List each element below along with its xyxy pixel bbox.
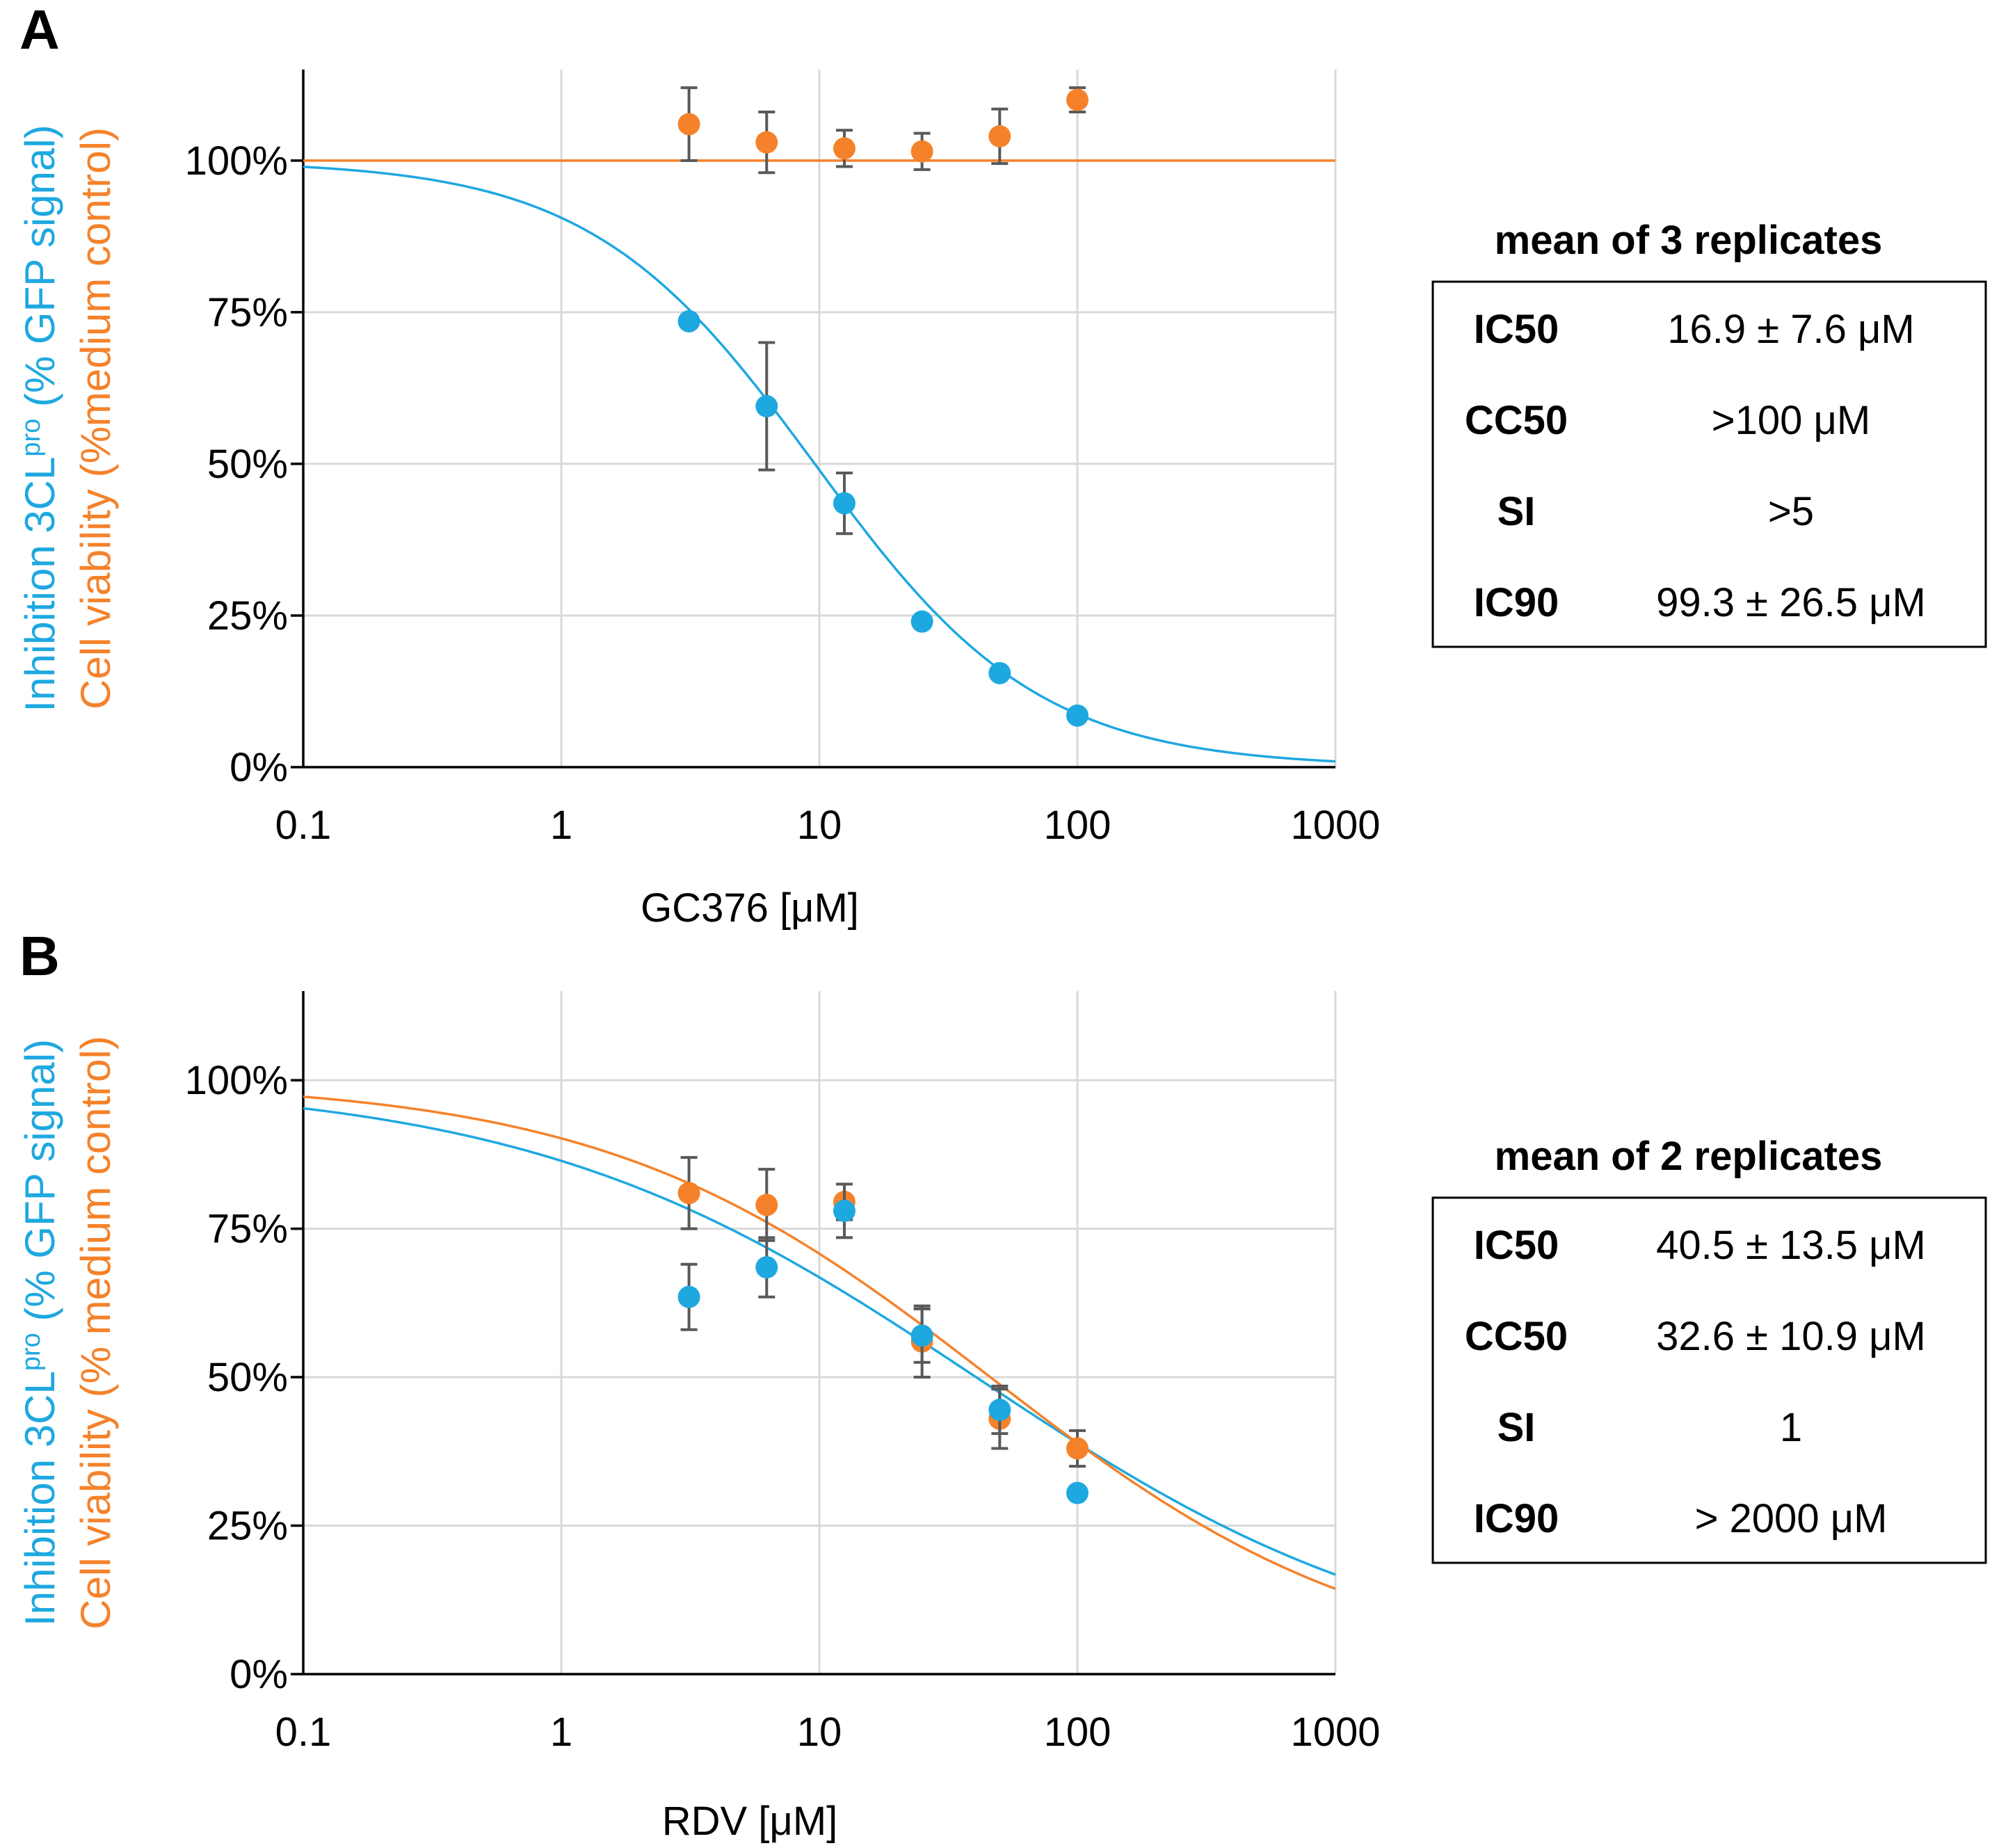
data-point-inhibition (833, 1199, 856, 1222)
stats-label: SI (1497, 1405, 1536, 1450)
panel-letter: A (19, 0, 60, 61)
x-tick-label: 0.1 (275, 803, 332, 848)
y-tick-label: 25% (207, 593, 288, 638)
data-point-viability (1066, 1437, 1089, 1460)
fit-curve-inhibition (303, 166, 1336, 763)
stats-label: IC90 (1474, 1496, 1559, 1541)
fit-curve-inhibition (303, 1107, 1336, 1576)
y-title-inhibition-sup: pro (17, 1333, 46, 1371)
data-point-inhibition (677, 1285, 700, 1308)
panel-letter: B (19, 925, 60, 987)
x-tick-label: 0.1 (275, 1710, 332, 1755)
x-tick-label: 1 (550, 1710, 572, 1755)
y-tick-label: 75% (207, 1207, 288, 1252)
stats-label: SI (1497, 489, 1536, 534)
x-tick-label: 1000 (1290, 1710, 1380, 1755)
stats-value: 40.5 ± 13.5 μM (1656, 1223, 1926, 1268)
y-tick-label: 50% (207, 1355, 288, 1400)
data-point-inhibition (988, 661, 1011, 684)
data-point-inhibition (988, 1399, 1011, 1422)
data-point-inhibition (677, 310, 700, 332)
x-tick-label: 100 (1044, 803, 1111, 848)
stats-heading: mean of 2 replicates (1495, 1134, 1883, 1179)
y-title-inhibition-main: Inhibition 3CL (17, 457, 63, 712)
y-axis-title-viability: Cell viability (% medium control) (72, 1036, 119, 1630)
stats-label: IC50 (1474, 1223, 1559, 1268)
y-title-inhibition-suffix: (% GFP signal) (17, 1039, 63, 1333)
data-point-viability (677, 113, 700, 136)
stats-label: IC50 (1474, 307, 1559, 352)
data-point-inhibition (1066, 1481, 1089, 1504)
x-axis-title: GC376 [μM] (641, 885, 859, 931)
data-point-inhibition (1066, 704, 1089, 727)
x-tick-label: 1 (550, 803, 572, 848)
data-point-inhibition (833, 492, 856, 515)
data-point-viability (988, 124, 1011, 147)
stats-value: >5 (1768, 489, 1814, 534)
stats-label: IC90 (1474, 580, 1559, 625)
y-tick-label: 100% (185, 1058, 288, 1103)
stats-box (1431, 1196, 1987, 1564)
x-axis-title: RDV [μM] (662, 1799, 838, 1844)
fit-curve-viability (303, 1095, 1336, 1591)
stats-value: 16.9 ± 7.6 μM (1667, 307, 1914, 352)
y-tick-label: 25% (207, 1504, 288, 1549)
data-point-inhibition (910, 1324, 933, 1347)
stats-value: > 2000 μM (1695, 1496, 1888, 1541)
chart-panel-b: B 0% 25% 50% 75% 100% 0.1 1 10 100 1000 RDV [μM] Inh… (17, 925, 1381, 1844)
y-title-inhibition-sup: pro (17, 419, 46, 457)
stats-table-a: mean of 3 replicates IC50 16.9 ± 7.6 μM CC5… (1431, 218, 1987, 648)
x-tick-label: 10 (797, 1710, 842, 1755)
y-tick-label: 100% (185, 138, 288, 184)
stats-value: 32.6 ± 10.9 μM (1656, 1314, 1926, 1359)
y-tick-label: 75% (207, 290, 288, 335)
y-title-inhibition-main: Inhibition 3CL (17, 1371, 63, 1626)
data-point-viability (910, 140, 933, 163)
data-point-inhibition (755, 395, 778, 418)
stats-box (1431, 280, 1987, 648)
stats-value: 1 (1780, 1405, 1802, 1450)
data-point-viability (755, 1194, 778, 1216)
x-tick-label: 100 (1044, 1710, 1111, 1755)
stats-label: CC50 (1465, 1314, 1568, 1359)
x-tick-label: 10 (797, 803, 842, 848)
chart-panel-a: A 0% 25% 50% 75% 100% 0.1 1 10 100 1000 GC376 [μM] I… (17, 0, 1381, 931)
y-tick-label: 50% (207, 442, 288, 487)
stats-label: CC50 (1465, 398, 1568, 443)
y-tick-label: 0% (230, 1652, 288, 1697)
stats-value: >100 μM (1712, 398, 1871, 443)
data-point-viability (833, 137, 856, 160)
y-axis-title-inhibition: Inhibition 3CLpro (% GFP signal) (17, 1039, 63, 1626)
y-title-inhibition-suffix: (% GFP signal) (17, 124, 63, 418)
x-tick-label: 1000 (1290, 803, 1380, 848)
data-point-viability (677, 1182, 700, 1205)
stats-value: 99.3 ± 26.5 μM (1656, 580, 1926, 625)
stats-table-b: mean of 2 replicates IC50 40.5 ± 13.5 μM CC… (1431, 1134, 1987, 1564)
stats-heading: mean of 3 replicates (1495, 218, 1883, 263)
y-axis-title-viability: Cell viability (%medium control) (72, 127, 119, 709)
y-axis-title-inhibition: Inhibition 3CLpro (% GFP signal) (17, 124, 63, 712)
data-point-viability (1066, 88, 1089, 111)
y-tick-label: 0% (230, 745, 288, 790)
data-point-viability (755, 131, 778, 154)
data-point-inhibition (910, 610, 933, 633)
data-point-inhibition (755, 1256, 778, 1279)
